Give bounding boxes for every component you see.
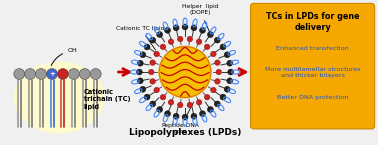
Circle shape — [164, 111, 170, 117]
Circle shape — [204, 44, 210, 50]
Text: Enhanced transfection: Enhanced transfection — [276, 46, 349, 51]
Circle shape — [140, 52, 146, 58]
Circle shape — [149, 69, 154, 75]
Text: Peptide:DNA
core: Peptide:DNA core — [161, 102, 199, 134]
Text: TCs in LPDs for gene
delivery: TCs in LPDs for gene delivery — [266, 12, 359, 32]
Circle shape — [36, 69, 46, 79]
Text: Cationic TC lipid: Cationic TC lipid — [116, 26, 164, 50]
Circle shape — [228, 69, 234, 75]
Circle shape — [220, 94, 226, 100]
Text: Better DNA protection: Better DNA protection — [277, 95, 348, 100]
Circle shape — [164, 27, 170, 33]
Circle shape — [196, 100, 202, 105]
Circle shape — [191, 113, 197, 119]
Circle shape — [214, 37, 220, 43]
Circle shape — [160, 44, 166, 50]
Circle shape — [154, 51, 160, 57]
Circle shape — [140, 86, 146, 92]
Circle shape — [224, 52, 230, 58]
Circle shape — [168, 39, 174, 44]
Circle shape — [211, 51, 216, 57]
Circle shape — [137, 60, 143, 66]
Text: More multilamellar structures
and thicker bilayers: More multilamellar structures and thicke… — [265, 67, 360, 78]
Circle shape — [157, 32, 163, 37]
Text: Lipopolyplexes (LPDs): Lipopolyplexes (LPDs) — [129, 128, 241, 137]
Circle shape — [14, 69, 25, 79]
Circle shape — [196, 39, 202, 44]
Circle shape — [187, 102, 193, 108]
Circle shape — [159, 47, 211, 98]
Circle shape — [79, 69, 90, 79]
Circle shape — [208, 32, 213, 37]
Circle shape — [144, 94, 150, 100]
Circle shape — [187, 36, 193, 42]
Circle shape — [136, 69, 143, 75]
Circle shape — [137, 78, 143, 84]
Circle shape — [150, 60, 155, 65]
Circle shape — [57, 69, 68, 79]
Circle shape — [68, 69, 79, 79]
Circle shape — [200, 111, 206, 117]
Text: OH: OH — [51, 48, 77, 66]
Circle shape — [157, 107, 163, 113]
Circle shape — [227, 78, 233, 84]
Circle shape — [173, 25, 179, 31]
Circle shape — [154, 87, 160, 93]
Circle shape — [168, 100, 174, 105]
Circle shape — [173, 113, 179, 119]
Circle shape — [215, 79, 220, 84]
Circle shape — [177, 36, 183, 42]
Text: Helper  lipid
(DOPE): Helper lipid (DOPE) — [181, 4, 218, 37]
Circle shape — [200, 27, 206, 33]
Circle shape — [150, 79, 155, 84]
Circle shape — [208, 107, 213, 113]
Text: Cationic
trichain (TC)
lipid: Cationic trichain (TC) lipid — [84, 89, 130, 110]
Circle shape — [214, 101, 220, 107]
Circle shape — [182, 114, 188, 120]
Circle shape — [25, 69, 36, 79]
Ellipse shape — [14, 62, 104, 133]
Circle shape — [216, 69, 222, 75]
Circle shape — [160, 95, 166, 100]
Circle shape — [227, 60, 233, 66]
Circle shape — [224, 86, 230, 92]
Circle shape — [177, 102, 183, 108]
Circle shape — [150, 101, 156, 107]
FancyBboxPatch shape — [251, 3, 375, 129]
Circle shape — [211, 87, 216, 93]
Circle shape — [90, 69, 101, 79]
Circle shape — [220, 44, 226, 50]
Circle shape — [150, 37, 156, 43]
Circle shape — [46, 69, 57, 79]
Circle shape — [191, 25, 197, 31]
Circle shape — [215, 60, 220, 65]
Circle shape — [144, 44, 150, 50]
Circle shape — [204, 95, 210, 100]
Text: +: + — [49, 71, 55, 77]
Circle shape — [182, 24, 188, 30]
